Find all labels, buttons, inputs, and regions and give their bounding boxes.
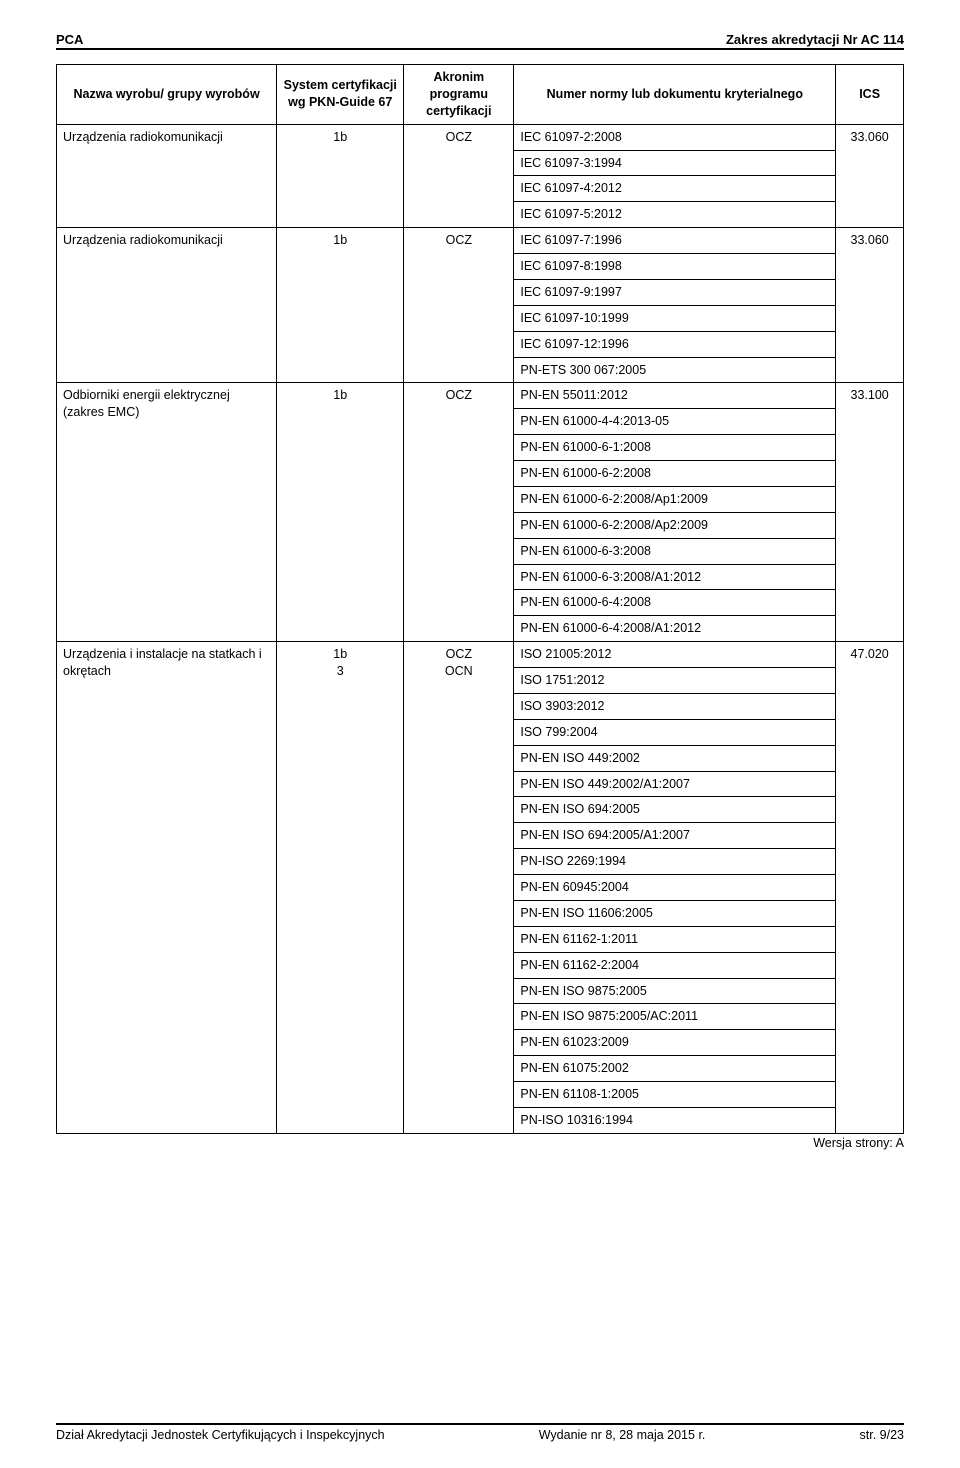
cell-norm: PN-EN 60945:2004 [514, 875, 836, 901]
cell-norm: IEC 61097-3:1994 [514, 150, 836, 176]
cell-norm: PN-EN 61000-6-2:2008/Ap1:2009 [514, 486, 836, 512]
col-header-norm: Numer normy lub dokumentu kryterialnego [514, 65, 836, 125]
table-row: Urządzenia radiokomunikacji1bOCZIEC 6109… [57, 228, 904, 254]
cell-norm: PN-ETS 300 067:2005 [514, 357, 836, 383]
page-header: PCA Zakres akredytacji Nr AC 114 [56, 32, 904, 50]
cell-acronym: OCZ [404, 228, 514, 383]
cell-norm: IEC 61097-4:2012 [514, 176, 836, 202]
cell-ics: 47.020 [836, 642, 904, 1134]
cell-norm: ISO 1751:2012 [514, 668, 836, 694]
cell-norm: IEC 61097-10:1999 [514, 305, 836, 331]
col-header-system: System certyfikacji wg PKN-Guide 67 [277, 65, 404, 125]
cell-norm: PN-EN ISO 449:2002 [514, 745, 836, 771]
cell-norm: PN-EN 61075:2002 [514, 1056, 836, 1082]
cell-norm: PN-EN ISO 694:2005 [514, 797, 836, 823]
cell-norm: PN-EN 61000-6-3:2008/A1:2012 [514, 564, 836, 590]
footer-center: Wydanie nr 8, 28 maja 2015 r. [539, 1428, 706, 1442]
cell-norm: PN-EN 61162-1:2011 [514, 926, 836, 952]
cell-norm: IEC 61097-12:1996 [514, 331, 836, 357]
header-left: PCA [56, 32, 83, 47]
table-row: Urządzenia radiokomunikacji1bOCZIEC 6109… [57, 124, 904, 150]
cell-norm: PN-EN 61000-6-2:2008/Ap2:2009 [514, 512, 836, 538]
cell-norm: PN-EN 61023:2009 [514, 1030, 836, 1056]
footer-left: Dział Akredytacji Jednostek Certyfikując… [56, 1428, 385, 1442]
cell-norm: PN-EN ISO 11606:2005 [514, 900, 836, 926]
cell-norm: IEC 61097-2:2008 [514, 124, 836, 150]
cell-norm: IEC 61097-5:2012 [514, 202, 836, 228]
cell-ics: 33.060 [836, 124, 904, 228]
cell-norm: PN-EN 61162-2:2004 [514, 952, 836, 978]
table-body: Urządzenia radiokomunikacji1bOCZIEC 6109… [57, 124, 904, 1133]
cell-norm: PN-EN 61000-6-4:2008 [514, 590, 836, 616]
version-line: Wersja strony: A [56, 1136, 904, 1150]
cell-norm: ISO 3903:2012 [514, 693, 836, 719]
table-header-row: Nazwa wyrobu/ grupy wyrobów System certy… [57, 65, 904, 125]
cell-norm: PN-EN ISO 694:2005/A1:2007 [514, 823, 836, 849]
cell-norm: PN-EN 61000-6-3:2008 [514, 538, 836, 564]
accreditation-table: Nazwa wyrobu/ grupy wyrobów System certy… [56, 64, 904, 1134]
cell-name: Urządzenia i instalacje na statkach i ok… [57, 642, 277, 1134]
cell-norm: PN-ISO 10316:1994 [514, 1107, 836, 1133]
cell-norm: IEC 61097-9:1997 [514, 279, 836, 305]
cell-norm: PN-EN 61000-4-4:2013-05 [514, 409, 836, 435]
cell-acronym: OCZ OCN [404, 642, 514, 1134]
cell-norm: PN-EN 55011:2012 [514, 383, 836, 409]
cell-ics: 33.060 [836, 228, 904, 383]
cell-name: Urządzenia radiokomunikacji [57, 228, 277, 383]
cell-norm: IEC 61097-8:1998 [514, 254, 836, 280]
cell-acronym: OCZ [404, 124, 514, 228]
col-header-acronym: Akronim programu certyfikacji [404, 65, 514, 125]
cell-norm: PN-ISO 2269:1994 [514, 849, 836, 875]
cell-norm: PN-EN 61108-1:2005 [514, 1082, 836, 1108]
cell-name: Urządzenia radiokomunikacji [57, 124, 277, 228]
cell-norm: PN-EN ISO 449:2002/A1:2007 [514, 771, 836, 797]
cell-norm: PN-EN ISO 9875:2005/AC:2011 [514, 1004, 836, 1030]
cell-norm: PN-EN ISO 9875:2005 [514, 978, 836, 1004]
cell-name: Odbiorniki energii elektrycznej (zakres … [57, 383, 277, 642]
page-footer: Dział Akredytacji Jednostek Certyfikując… [56, 1423, 904, 1442]
cell-norm: ISO 799:2004 [514, 719, 836, 745]
table-row: Odbiorniki energii elektrycznej (zakres … [57, 383, 904, 409]
table-row: Urządzenia i instalacje na statkach i ok… [57, 642, 904, 668]
header-right: Zakres akredytacji Nr AC 114 [726, 32, 904, 47]
cell-norm: IEC 61097-7:1996 [514, 228, 836, 254]
cell-norm: PN-EN 61000-6-1:2008 [514, 435, 836, 461]
cell-ics: 33.100 [836, 383, 904, 642]
cell-system: 1b [277, 383, 404, 642]
cell-norm: ISO 21005:2012 [514, 642, 836, 668]
cell-acronym: OCZ [404, 383, 514, 642]
col-header-name: Nazwa wyrobu/ grupy wyrobów [57, 65, 277, 125]
page-content: PCA Zakres akredytacji Nr AC 114 Nazwa w… [0, 0, 960, 1150]
cell-norm: PN-EN 61000-6-2:2008 [514, 461, 836, 487]
cell-system: 1b [277, 124, 404, 228]
cell-norm: PN-EN 61000-6-4:2008/A1:2012 [514, 616, 836, 642]
col-header-ics: ICS [836, 65, 904, 125]
footer-right: str. 9/23 [860, 1428, 904, 1442]
cell-system: 1b 3 [277, 642, 404, 1134]
cell-system: 1b [277, 228, 404, 383]
